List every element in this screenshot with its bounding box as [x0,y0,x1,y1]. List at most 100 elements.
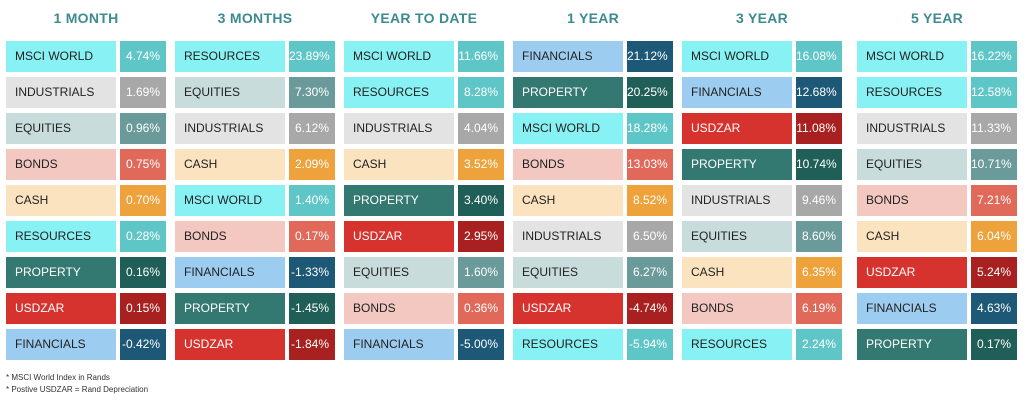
return-value: 0.75% [120,149,166,180]
asset-label: BONDS [682,293,792,324]
table-cell: PROPERTY -1.45% [175,293,335,324]
return-value: 9.46% [796,185,842,216]
table-cell: FINANCIALS 4.63% [857,293,1017,324]
asset-label: EQUITIES [175,77,285,108]
return-value: 16.22% [971,41,1017,72]
table-cell: RESOURCES 2.24% [682,329,842,360]
asset-label: FINANCIALS [175,257,285,288]
asset-label: RESOURCES [175,41,285,72]
return-value: 11.08% [796,113,842,144]
table-cell: PROPERTY 0.17% [857,329,1017,360]
table-cell: MSCI WORLD 16.08% [682,41,842,72]
return-value: 12.68% [796,77,842,108]
asset-label: INDUSTRIALS [6,77,116,108]
asset-label: USDZAR [344,221,454,252]
asset-label: INDUSTRIALS [682,185,792,216]
table-cell: RESOURCES 23.89% [175,41,335,72]
asset-label: MSCI WORLD [6,41,116,72]
asset-label: MSCI WORLD [857,41,967,72]
table-cell: BONDS 6.19% [682,293,842,324]
return-value: 8.28% [458,77,504,108]
asset-label: INDUSTRIALS [344,113,454,144]
table-cell: RESOURCES 8.28% [344,77,504,108]
return-value: 4.74% [120,41,166,72]
table-cell: INDUSTRIALS 6.50% [513,221,673,252]
asset-label: CASH [6,185,116,216]
asset-label: BONDS [513,149,623,180]
return-value: 13.03% [627,149,673,180]
table-cell: PROPERTY 0.16% [6,257,166,288]
return-value: 8.52% [627,185,673,216]
return-value: 2.24% [796,329,842,360]
table-cell: CASH 2.09% [175,149,335,180]
asset-label: USDZAR [513,293,623,324]
table-cell: PROPERTY 10.74% [682,149,842,180]
return-value: 7.30% [289,77,335,108]
table-cell: USDZAR 5.24% [857,257,1017,288]
return-value: -1.33% [289,257,335,288]
asset-label: PROPERTY [513,77,623,108]
return-value: 5.24% [971,257,1017,288]
footnote-msci: * MSCI World Index in Rands [6,373,110,382]
return-value: 3.40% [458,185,504,216]
table-cell: BONDS 0.17% [175,221,335,252]
asset-label: RESOURCES [6,221,116,252]
asset-label: USDZAR [857,257,967,288]
return-value: 11.66% [458,41,504,72]
table-cell: EQUITIES 7.30% [175,77,335,108]
table-cell: INDUSTRIALS 9.46% [682,185,842,216]
asset-label: CASH [175,149,285,180]
return-value: 10.71% [971,149,1017,180]
asset-label: USDZAR [682,113,792,144]
return-value: 4.63% [971,293,1017,324]
return-value: 0.96% [120,113,166,144]
asset-label: BONDS [175,221,285,252]
asset-label: FINANCIALS [857,293,967,324]
table-cell: EQUITIES 0.96% [6,113,166,144]
return-value: -4.74% [627,293,673,324]
table-cell: CASH 0.70% [6,185,166,216]
asset-label: INDUSTRIALS [513,221,623,252]
asset-label: MSCI WORLD [682,41,792,72]
table-cell: USDZAR 11.08% [682,113,842,144]
return-value: 0.70% [120,185,166,216]
table-cell: FINANCIALS -0.42% [6,329,166,360]
asset-label: RESOURCES [513,329,623,360]
asset-label: INDUSTRIALS [857,113,967,144]
return-value: 1.40% [289,185,335,216]
return-value: 18.28% [627,113,673,144]
asset-label: BONDS [857,185,967,216]
table-cell: USDZAR 2.95% [344,221,504,252]
asset-label: FINANCIALS [682,77,792,108]
asset-label: CASH [857,221,967,252]
asset-label: CASH [344,149,454,180]
asset-label: BONDS [344,293,454,324]
asset-label: EQUITIES [344,257,454,288]
return-value: 3.52% [458,149,504,180]
return-value: 23.89% [289,41,335,72]
asset-label: FINANCIALS [344,329,454,360]
table-cell: PROPERTY 3.40% [344,185,504,216]
asset-label: FINANCIALS [6,329,116,360]
asset-label: MSCI WORLD [513,113,623,144]
table-cell: MSCI WORLD 11.66% [344,41,504,72]
table-cell: INDUSTRIALS 6.12% [175,113,335,144]
return-value: 2.09% [289,149,335,180]
asset-label: EQUITIES [857,149,967,180]
return-value: 7.21% [971,185,1017,216]
asset-label: INDUSTRIALS [175,113,285,144]
table-cell: MSCI WORLD 4.74% [6,41,166,72]
return-value: 0.36% [458,293,504,324]
return-value: 6.35% [796,257,842,288]
return-value: 0.16% [120,257,166,288]
asset-label: CASH [513,185,623,216]
column-header: 5 YEAR [910,10,964,26]
return-value: 6.12% [289,113,335,144]
table-cell: INDUSTRIALS 11.33% [857,113,1017,144]
asset-label: RESOURCES [344,77,454,108]
table-cell: MSCI WORLD 18.28% [513,113,673,144]
return-value: 8.60% [796,221,842,252]
return-value: 12.58% [971,77,1017,108]
table-cell: INDUSTRIALS 1.69% [6,77,166,108]
return-value: 6.27% [627,257,673,288]
